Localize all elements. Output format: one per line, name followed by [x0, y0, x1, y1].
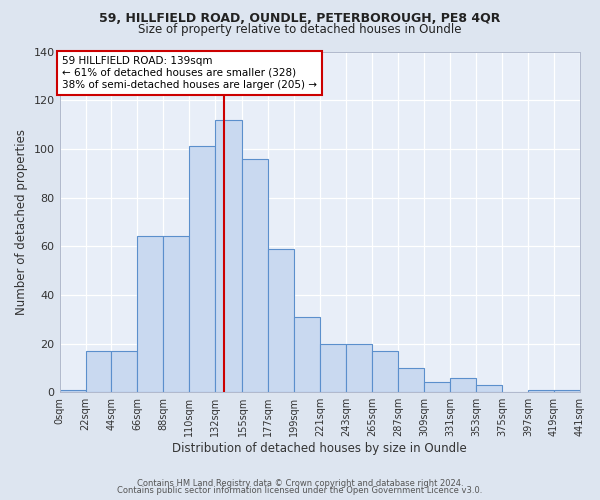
Bar — [320, 344, 346, 392]
Bar — [424, 382, 450, 392]
Bar — [372, 351, 398, 392]
Bar — [86, 351, 112, 392]
Y-axis label: Number of detached properties: Number of detached properties — [15, 129, 28, 315]
Bar — [528, 390, 554, 392]
Bar — [59, 390, 86, 392]
Bar — [346, 344, 372, 392]
Bar — [268, 248, 295, 392]
Text: 59 HILLFIELD ROAD: 139sqm
← 61% of detached houses are smaller (328)
38% of semi: 59 HILLFIELD ROAD: 139sqm ← 61% of detac… — [62, 56, 317, 90]
Bar — [476, 385, 502, 392]
Text: Contains public sector information licensed under the Open Government Licence v3: Contains public sector information licen… — [118, 486, 482, 495]
Bar — [554, 390, 580, 392]
Bar — [215, 120, 242, 392]
Bar — [137, 236, 163, 392]
Bar — [112, 351, 137, 392]
Bar — [190, 146, 215, 392]
Text: Size of property relative to detached houses in Oundle: Size of property relative to detached ho… — [138, 22, 462, 36]
Bar — [163, 236, 190, 392]
Text: 59, HILLFIELD ROAD, OUNDLE, PETERBOROUGH, PE8 4QR: 59, HILLFIELD ROAD, OUNDLE, PETERBOROUGH… — [100, 12, 500, 26]
Bar — [242, 158, 268, 392]
Bar — [295, 317, 320, 392]
Bar — [450, 378, 476, 392]
Text: Contains HM Land Registry data © Crown copyright and database right 2024.: Contains HM Land Registry data © Crown c… — [137, 478, 463, 488]
X-axis label: Distribution of detached houses by size in Oundle: Distribution of detached houses by size … — [172, 442, 467, 455]
Bar — [398, 368, 424, 392]
